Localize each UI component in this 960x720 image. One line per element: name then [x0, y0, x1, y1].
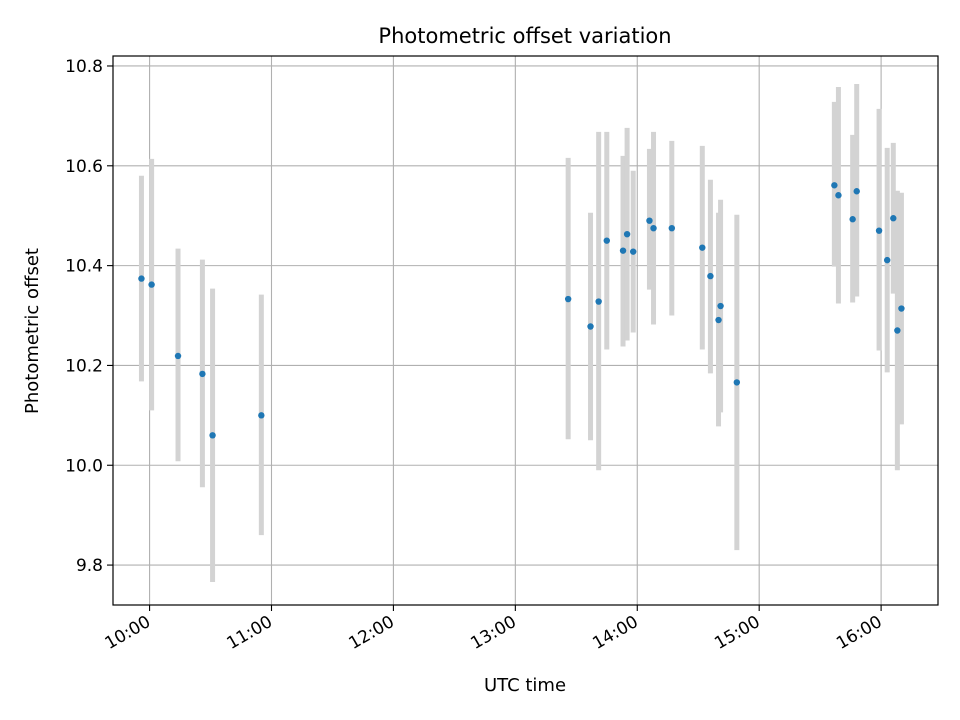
data-point — [890, 215, 897, 222]
data-point — [715, 316, 722, 324]
data-point — [623, 230, 631, 238]
data-point — [875, 227, 883, 234]
data-point — [831, 182, 838, 189]
data-point — [707, 272, 714, 280]
data-point — [668, 224, 676, 232]
data-point — [174, 352, 182, 360]
data-point — [199, 370, 206, 378]
y-tick-label: 9.8 — [76, 556, 103, 576]
y-axis-ticks: 9.8 10.0 10.2 10.4 10.6 10.8 — [65, 57, 113, 576]
data-point — [564, 295, 572, 303]
data-point — [603, 237, 610, 244]
data-points — [138, 182, 905, 439]
data-point — [587, 323, 594, 330]
data-point — [898, 305, 905, 312]
data-point — [853, 188, 860, 195]
plot-frame — [112, 55, 939, 606]
x-axis-label: UTC time — [484, 675, 566, 696]
data-point — [849, 216, 856, 223]
chart-title: Photometric offset variation — [378, 24, 671, 48]
data-point — [717, 302, 724, 310]
grid-lines — [113, 56, 938, 605]
data-point — [629, 248, 637, 255]
y-tick-label: 10.0 — [65, 456, 103, 476]
y-tick-label: 10.6 — [65, 157, 103, 177]
y-axis-label: Photometric offset — [22, 248, 43, 414]
y-tick-label: 10.4 — [65, 257, 103, 277]
data-point — [733, 379, 741, 386]
data-point — [209, 432, 216, 439]
data-point — [835, 192, 842, 199]
y-tick-label: 10.2 — [65, 356, 103, 376]
data-point — [646, 217, 653, 224]
data-point — [894, 327, 901, 334]
data-point — [619, 247, 627, 254]
data-point — [138, 275, 145, 282]
data-point — [650, 224, 657, 232]
y-tick-label: 10.8 — [65, 57, 103, 77]
data-point — [258, 412, 265, 419]
data-point — [148, 281, 155, 288]
data-point — [883, 256, 891, 264]
data-point — [699, 244, 706, 251]
data-point — [595, 298, 602, 305]
